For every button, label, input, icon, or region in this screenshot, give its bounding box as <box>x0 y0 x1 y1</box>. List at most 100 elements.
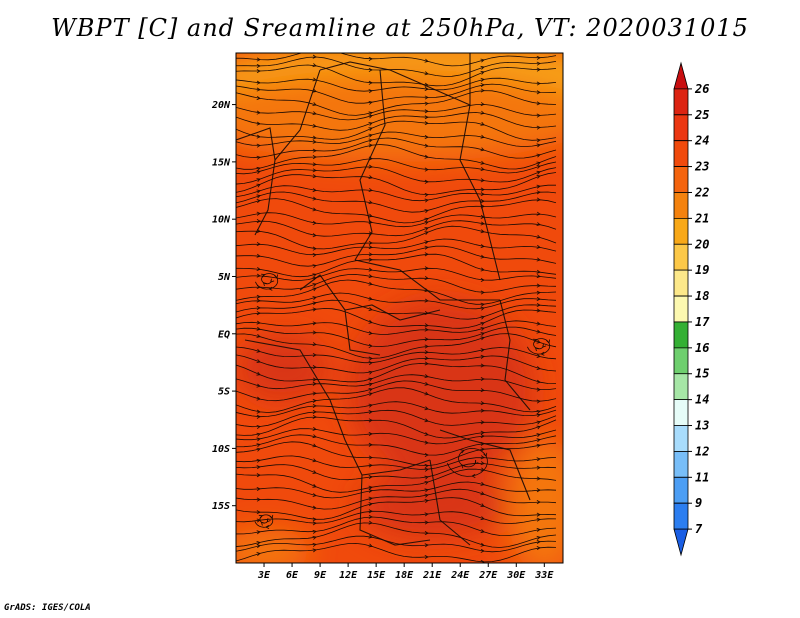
country-border-2 <box>354 69 386 261</box>
streamline-arrow <box>312 548 317 553</box>
streamline-arrow <box>424 143 429 148</box>
streamline-arrow <box>424 95 429 100</box>
streamline-20 <box>236 225 557 250</box>
streamline-arrow <box>424 179 429 184</box>
streamline-arrow <box>424 240 429 245</box>
streamline-arrow <box>480 447 485 452</box>
country-border-10 <box>439 429 531 501</box>
streamline-16 <box>236 191 557 213</box>
streamline-arrow <box>480 278 485 283</box>
streamline-arrow <box>536 443 541 448</box>
streamline-arrow <box>256 199 261 204</box>
streamline-arrow <box>536 244 541 249</box>
streamline-arrow <box>480 160 485 165</box>
streamline-arrow <box>312 443 317 448</box>
streamline-arrow <box>424 418 429 423</box>
streamline-arrow <box>256 320 261 325</box>
streamline-arrow <box>368 175 373 179</box>
streamline-arrow <box>312 168 317 173</box>
streamline-10 <box>236 137 557 159</box>
streamline-arrow <box>424 121 429 126</box>
streamline-arrow <box>424 109 429 114</box>
streamline-arrow <box>480 121 485 126</box>
streamline-arrow <box>424 520 429 525</box>
streamline-22 <box>236 245 557 267</box>
streamline-arrow <box>424 86 429 91</box>
streamline-arrow <box>536 500 541 505</box>
streamline-arrow <box>480 199 485 204</box>
streamline-arrow <box>368 111 373 116</box>
country-border-4 <box>274 69 321 161</box>
streamline-arrow <box>368 67 373 72</box>
streamline-arrow <box>536 476 541 481</box>
lon-tick-label: 18E <box>395 570 414 581</box>
streamline-arrow <box>368 138 373 143</box>
lon-tick-label: 21E <box>422 570 442 581</box>
streamline-arrow <box>536 413 541 418</box>
streamline-arrow <box>256 371 261 376</box>
streamline-arrow <box>256 396 261 401</box>
streamline-arrow <box>368 418 373 423</box>
streamline-arrow <box>256 64 261 69</box>
streamline-1 <box>236 56 557 77</box>
streamline-arrow <box>368 463 373 468</box>
colorbar-label: 22 <box>694 185 709 199</box>
streamline-arrow <box>256 87 261 92</box>
streamline-arrow <box>424 135 429 140</box>
streamline-arrow <box>536 269 541 274</box>
streamline-arrow <box>368 496 373 501</box>
streamline-arrow <box>256 189 261 194</box>
streamline-29 <box>236 308 557 329</box>
streamline-arrow <box>312 321 317 326</box>
streamline-31 <box>236 326 557 348</box>
streamline-arrow <box>424 531 429 536</box>
streamline-arrow <box>256 348 261 353</box>
streamline-arrow <box>536 190 541 195</box>
colorbar-label: 13 <box>695 419 709 433</box>
streamline-arrow <box>536 101 541 106</box>
streamline-14 <box>236 172 557 196</box>
streamline-arrow <box>368 156 373 161</box>
streamline-arrow <box>312 273 317 278</box>
streamline-arrow <box>368 231 373 236</box>
streamline-arrow <box>368 392 373 397</box>
streamline-arrow <box>480 363 485 368</box>
streamline-arrow <box>256 383 261 388</box>
lat-tick-label: 10S <box>212 444 230 455</box>
streamline-25 <box>236 274 557 293</box>
lat-tick-label: EQ <box>218 329 230 340</box>
streamline-arrow <box>480 70 485 75</box>
streamline-arrow <box>424 512 429 517</box>
streamline-arrow <box>312 148 317 153</box>
streamline-arrow <box>424 288 429 293</box>
streamline-arrow <box>536 420 541 425</box>
streamline-arrow <box>368 382 373 387</box>
longitude-axis: 3E 6E 9E 12E 15E 18E 21E 24E 27E 30E 33E <box>257 563 554 581</box>
colorbar-segment <box>673 61 689 90</box>
streamline-arrow <box>424 167 429 172</box>
lon-tick-label: 33E <box>534 570 554 581</box>
streamline-arrow <box>368 114 373 119</box>
streamline-arrow <box>480 388 485 393</box>
streamline-arrow <box>536 211 541 216</box>
streamline-arrow <box>424 217 429 222</box>
streamline-arrow <box>536 438 541 443</box>
lon-tick-label: 3E <box>257 570 271 581</box>
streamline-arrow <box>424 221 429 225</box>
streamline-arrow <box>312 542 317 547</box>
streamline-arrow <box>368 475 373 480</box>
streamline-arrow <box>471 473 476 478</box>
streamline-arrow <box>424 381 429 386</box>
streamline-arrow <box>536 161 541 166</box>
streamline-arrow <box>480 83 485 88</box>
streamline-arrow <box>312 253 317 258</box>
streamline-arrow <box>368 164 373 169</box>
colorbar-label: 11 <box>695 470 709 484</box>
streamline-arrow <box>368 361 373 366</box>
streamline-arrow <box>256 541 261 546</box>
streamline-4 <box>236 83 557 104</box>
colorbar-segment <box>673 192 689 219</box>
streamline-arrow <box>424 432 429 436</box>
streamline-arrow <box>424 323 429 328</box>
streamline-arrow <box>256 170 261 175</box>
